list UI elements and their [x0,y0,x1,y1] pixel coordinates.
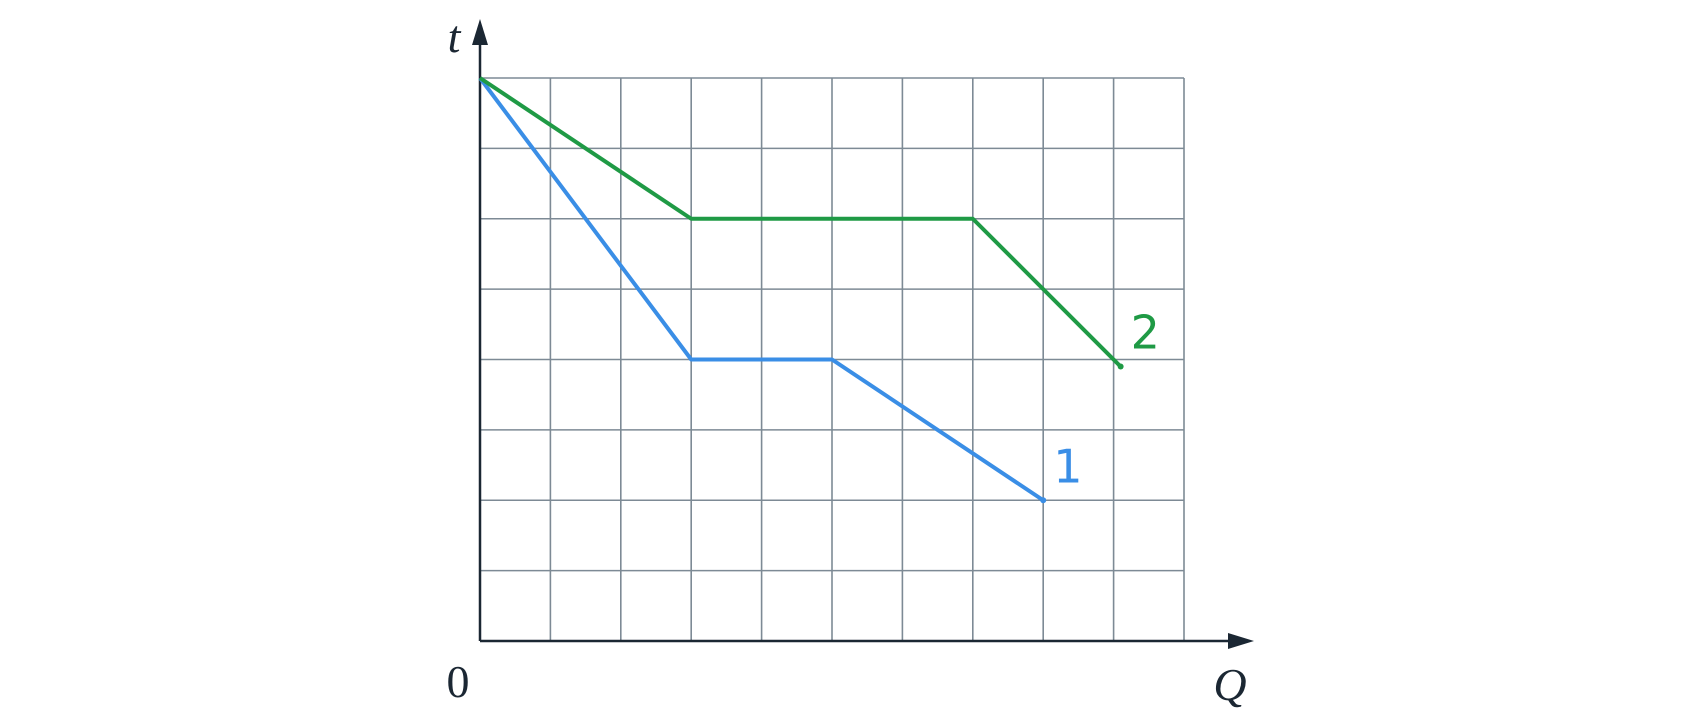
x-arrow [1228,633,1254,649]
y-axis-label: t [448,11,462,62]
origin-label: 0 [447,656,470,707]
end-point [1040,497,1047,504]
series-line [478,76,1045,502]
series-label: 2 [1131,306,1160,360]
end-point [1117,363,1124,370]
x-axis-label: Q [1213,659,1246,710]
y-arrow [472,19,488,45]
series-line [478,76,1123,368]
series-label: 1 [1053,439,1082,493]
